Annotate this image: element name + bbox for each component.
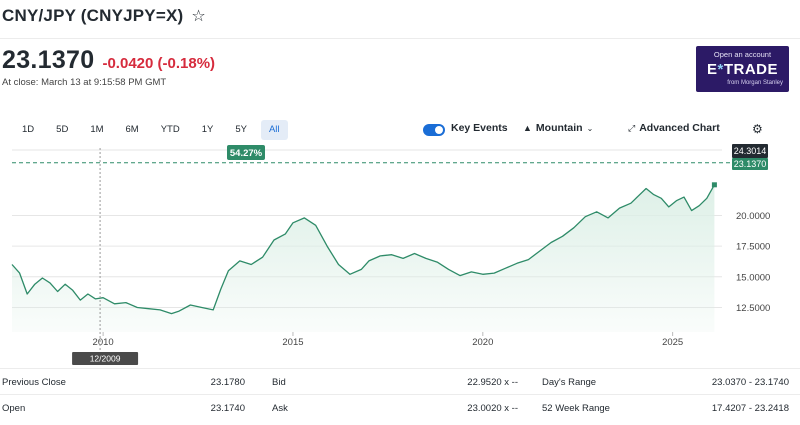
- current-price: 23.1370: [2, 46, 95, 74]
- star-icon[interactable]: ☆: [191, 8, 206, 25]
- ad-logo-x: *: [717, 61, 724, 78]
- expand-icon: ⤢: [628, 122, 636, 133]
- stat-value: 22.9520 x --: [467, 377, 518, 388]
- stat-label: Open: [2, 403, 26, 414]
- percent-change-badge: [227, 145, 265, 160]
- price-change: -0.0420 (-0.18%): [102, 55, 216, 72]
- ad-tagline: Open an account: [713, 50, 772, 59]
- range-5d[interactable]: 5D: [56, 124, 69, 135]
- range-1d[interactable]: 1D: [22, 124, 35, 135]
- range-ytd[interactable]: YTD: [160, 124, 180, 135]
- price-chart[interactable]: 12.5000 15.0000 17.5000 20.0000 2010 2015 2020…: [0, 140, 800, 366]
- etrade-logo: E*TRADE: [706, 61, 779, 78]
- stat-label: Day's Range: [542, 377, 597, 388]
- range-5y[interactable]: 5Y: [235, 124, 247, 135]
- stat-label: Previous Close: [2, 377, 66, 388]
- y-tick-label: 17.5000: [736, 242, 770, 253]
- gear-icon[interactable]: ⚙: [752, 122, 763, 136]
- ad-subtitle: from Morgan Stanley: [727, 80, 783, 86]
- stat-value: 23.0020 x --: [467, 403, 518, 414]
- advanced-chart-label: Advanced Chart: [639, 122, 720, 134]
- etrade-ad[interactable]: Open an account E*TRADE from Morgan Stan…: [696, 46, 789, 92]
- x-tick-label: 2015: [282, 337, 303, 348]
- price-area: [12, 184, 715, 332]
- range-1m[interactable]: 1M: [90, 124, 104, 135]
- range-selector: 1D 5D 1M 6M YTD 1Y 5Y All: [14, 120, 294, 140]
- last-price-label: 23.1370: [734, 159, 767, 169]
- page-title: CNY/JPY (CNYJPY=X): [2, 6, 184, 25]
- stat-label: 52 Week Range: [542, 403, 610, 414]
- y-tick-label: 15.0000: [736, 272, 770, 283]
- stat-value: 23.1740: [210, 403, 245, 414]
- crosshair-date-box: [72, 352, 139, 365]
- close-timestamp: At close: March 13 at 9:15:58 PM GMT: [2, 77, 167, 88]
- y-tick-label: 20.0000: [736, 211, 770, 222]
- key-events-toggle[interactable]: [423, 124, 445, 136]
- price-line: [11, 184, 715, 315]
- stat-label: Bid: [272, 377, 286, 388]
- high-price-box: [732, 144, 768, 158]
- header-divider: [0, 38, 800, 39]
- x-tick-label: 2020: [472, 337, 493, 348]
- stat-value: 23.0370 - 23.1740: [711, 377, 789, 388]
- chevron-down-icon: ⌄: [586, 123, 594, 133]
- key-events-label: Key Events: [451, 122, 508, 134]
- percent-change-label: 54.27%: [230, 148, 263, 159]
- stat-label: Ask: [272, 403, 288, 414]
- price-row: 23.1370 -0.0420 (-0.18%): [2, 46, 215, 75]
- y-tick-label: 12.5000: [736, 303, 770, 314]
- range-6m[interactable]: 6M: [125, 124, 139, 135]
- range-all[interactable]: All: [260, 120, 288, 140]
- stats-row: Open 23.1740 Ask 23.0020 x -- 52 Week Ra…: [0, 394, 800, 420]
- mountain-icon: ▲: [523, 123, 532, 133]
- stat-value: 17.4207 - 23.2418: [711, 403, 789, 414]
- high-price-label: 24.3014: [734, 146, 767, 156]
- stat-value: 23.1780: [210, 377, 245, 388]
- stats-row: Previous Close 23.1780 Bid 22.9520 x -- …: [0, 368, 800, 394]
- chart-type-dropdown[interactable]: ▲ Mountain ⌄: [523, 122, 593, 134]
- x-tick-label: 2025: [662, 337, 683, 348]
- range-1y[interactable]: 1Y: [201, 124, 214, 135]
- x-tick-label: 2010: [93, 337, 114, 348]
- chart-type-label: Mountain: [535, 122, 583, 134]
- crosshair-date-label: 12/2009: [90, 354, 121, 364]
- last-price-box: [732, 158, 768, 170]
- quote-header: CNY/JPY (CNYJPY=X) ☆: [2, 6, 206, 26]
- stats-table: Previous Close 23.1780 Bid 22.9520 x -- …: [0, 368, 800, 420]
- last-point-marker: [711, 182, 717, 188]
- advanced-chart-button[interactable]: ⤢ Advanced Chart: [628, 122, 720, 134]
